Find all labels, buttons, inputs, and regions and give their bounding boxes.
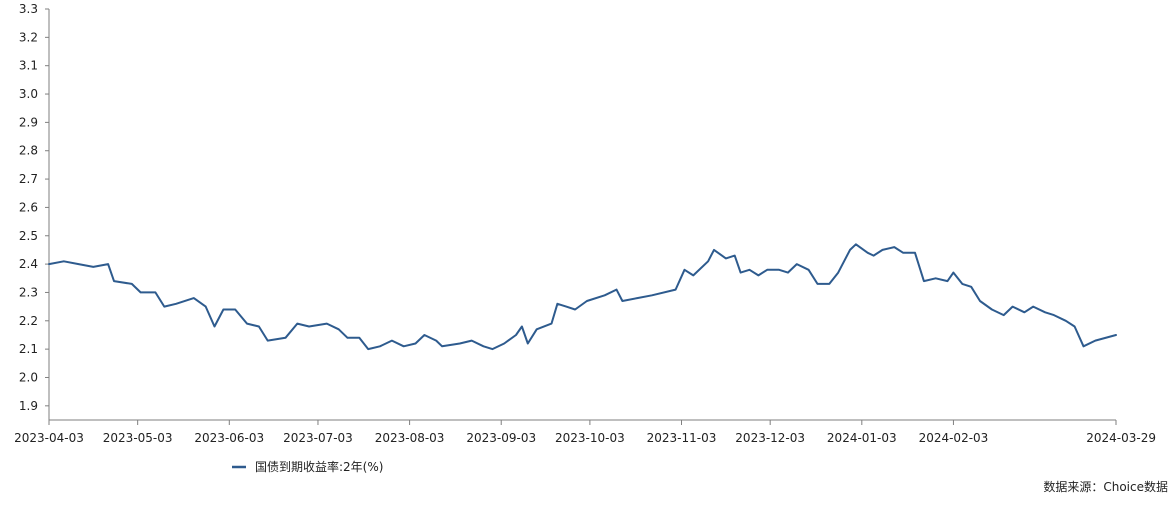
x-tick-label: 2023-12-03 xyxy=(735,431,805,445)
y-tick-label: 2.5 xyxy=(19,229,38,243)
y-tick-label: 2.6 xyxy=(19,200,38,214)
series-line-0 xyxy=(48,243,1117,351)
x-tick-label: 2023-10-03 xyxy=(555,431,625,445)
y-tick-label: 3.3 xyxy=(19,2,38,16)
y-tick-label: 2.9 xyxy=(19,115,38,129)
x-tick-label: 2024-02-03 xyxy=(919,431,989,445)
x-tick-label: 2023-08-03 xyxy=(375,431,445,445)
x-tick-label: 2023-05-03 xyxy=(103,431,173,445)
x-tick-label: 2023-11-03 xyxy=(647,431,717,445)
y-tick-label: 3.1 xyxy=(19,59,38,73)
x-tick-label: 2024-01-03 xyxy=(827,431,897,445)
y-tick-label: 3.0 xyxy=(19,87,38,101)
y-tick-label: 1.9 xyxy=(19,399,38,413)
y-tick-label: 2.0 xyxy=(19,370,38,384)
y-tick-label: 2.1 xyxy=(19,342,38,356)
y-axis: 3.3 3.2 3.1 3.0 2.9 2.8 2.7 2.6 2.5 2.4 2.3 2.2 2.1 2… xyxy=(19,2,50,420)
y-tick-label: 2.7 xyxy=(19,172,38,186)
y-tick-label: 2.3 xyxy=(19,285,38,299)
source-note: 数据来源：Choice数据 xyxy=(1043,479,1168,494)
series-layer xyxy=(48,243,1117,351)
x-tick-label: 2024-03-29 xyxy=(1086,431,1156,445)
y-tick-label: 2.4 xyxy=(19,257,38,271)
legend-label: 国债到期收益率:2年(%) xyxy=(255,459,383,474)
x-tick-label: 2023-06-03 xyxy=(194,431,264,445)
legend: 国债到期收益率:2年(%) xyxy=(232,459,383,474)
y-tick-label: 2.8 xyxy=(19,144,38,158)
y-tick-label: 2.2 xyxy=(19,314,38,328)
x-tick-label: 2023-09-03 xyxy=(466,431,536,445)
y-tick-label: 3.2 xyxy=(19,30,38,44)
x-axis: 2023-04-03 2023-05-03 2023-06-03 2023-07-03… xyxy=(14,419,1156,445)
x-tick-label: 2023-07-03 xyxy=(283,431,353,445)
x-tick-label: 2023-04-03 xyxy=(14,431,84,445)
